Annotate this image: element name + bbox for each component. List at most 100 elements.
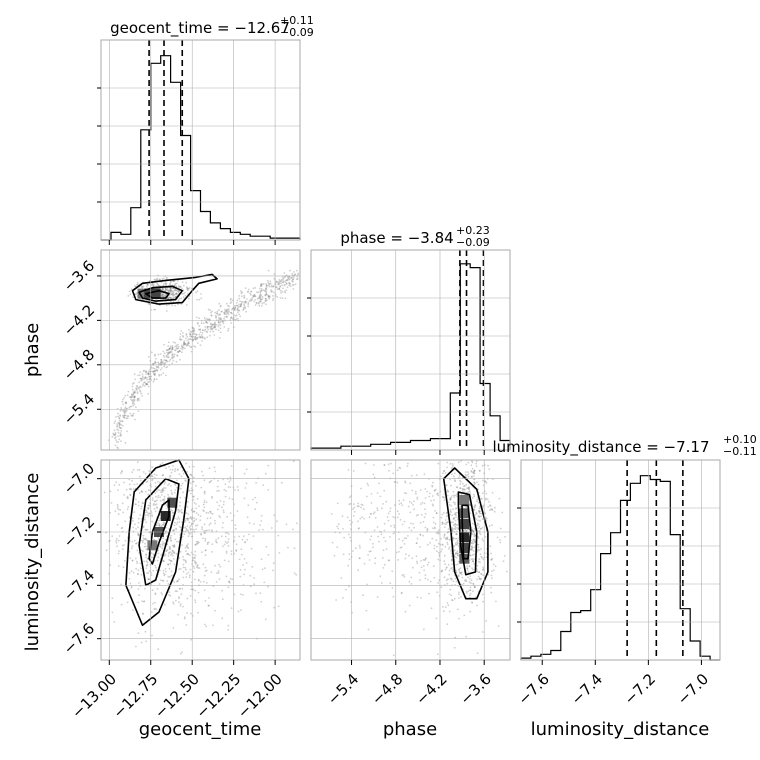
sample-point: [373, 529, 376, 532]
sample-point: [239, 304, 242, 307]
sample-point: [195, 338, 197, 341]
sample-point: [175, 528, 178, 531]
sample-point: [193, 510, 196, 513]
sample-point: [335, 599, 337, 601]
sample-point: [201, 329, 204, 332]
sample-point: [169, 283, 172, 286]
sample-point: [203, 580, 205, 583]
sample-point: [170, 293, 173, 296]
sample-point: [455, 526, 457, 529]
sample-point: [227, 313, 230, 316]
sample-point: [209, 522, 212, 525]
sample-point: [210, 571, 213, 573]
sample-point: [275, 280, 278, 283]
sample-point: [272, 299, 274, 302]
sample-point: [446, 602, 449, 604]
sample-point: [473, 533, 475, 536]
sample-point: [478, 571, 480, 574]
sample-point: [187, 341, 190, 343]
sample-point: [137, 532, 139, 535]
sample-point: [196, 542, 199, 545]
sample-point: [192, 480, 195, 483]
sample-point: [265, 293, 268, 296]
sample-point: [172, 627, 175, 629]
sample-point: [186, 525, 189, 527]
sample-point: [147, 356, 150, 358]
sample-point: [199, 331, 202, 334]
sample-point: [265, 284, 268, 287]
sample-point: [175, 580, 178, 583]
sample-point: [119, 420, 122, 423]
sample-point: [199, 328, 202, 331]
sample-point: [117, 412, 119, 415]
sample-point: [471, 549, 474, 551]
sample-point: [170, 300, 172, 303]
sample-point: [151, 520, 154, 523]
sample-point: [162, 288, 164, 291]
sample-point: [452, 490, 455, 493]
sample-point: [453, 545, 455, 548]
sample-point: [194, 578, 196, 581]
sample-point: [111, 535, 114, 538]
sample-point: [189, 528, 192, 531]
xtick-label-phase-3: −3.6: [456, 670, 494, 708]
sample-point: [399, 546, 402, 549]
sample-point: [195, 512, 198, 514]
sample-point: [142, 550, 144, 553]
sample-point: [177, 350, 180, 353]
sample-point: [339, 531, 341, 534]
sample-point: [161, 543, 164, 546]
sample-point: [218, 309, 220, 311]
sample-point: [369, 513, 372, 515]
sample-point: [267, 284, 270, 287]
sample-point: [169, 350, 172, 353]
sample-point: [424, 488, 427, 490]
sample-point: [114, 420, 117, 423]
sample-point: [376, 509, 379, 512]
sample-point: [227, 538, 230, 540]
sample-point: [376, 492, 379, 494]
sample-point: [154, 593, 157, 596]
sample-point: [448, 593, 451, 595]
sample-point: [135, 542, 137, 545]
sample-point: [180, 509, 183, 511]
sample-point: [265, 287, 267, 290]
sample-point: [203, 530, 205, 532]
sample-point: [121, 420, 123, 422]
sample-point: [228, 310, 230, 312]
sample-point: [473, 469, 476, 472]
scatter-phase-vs-luminosity_distance: [330, 460, 508, 657]
sample-point: [454, 502, 456, 504]
sample-point: [472, 542, 474, 545]
sample-point: [290, 277, 293, 279]
sample-point: [471, 497, 474, 499]
sample-point: [480, 573, 483, 576]
sample-point: [458, 593, 460, 596]
sample-point: [192, 565, 195, 568]
sample-point: [204, 600, 207, 602]
sample-point: [121, 548, 124, 551]
sample-point: [403, 492, 406, 494]
sample-point: [275, 286, 278, 289]
sample-point: [276, 281, 278, 283]
sample-point: [218, 504, 221, 507]
sample-point: [152, 284, 155, 287]
sample-point: [169, 347, 172, 350]
sample-point: [454, 528, 457, 530]
sample-point: [147, 385, 150, 388]
sample-point: [252, 294, 255, 297]
sample-point: [161, 293, 164, 296]
sample-point: [142, 383, 145, 386]
sample-point: [141, 600, 143, 602]
sample-point: [480, 548, 482, 550]
sample-point: [382, 503, 384, 505]
sample-point: [159, 463, 162, 466]
sample-point: [455, 486, 458, 489]
sample-point: [450, 559, 453, 562]
sample-point: [452, 508, 454, 511]
sample-point: [450, 594, 453, 597]
sample-point: [122, 398, 124, 401]
sample-point: [383, 529, 386, 532]
sample-point: [177, 351, 179, 353]
sample-point: [361, 516, 363, 518]
